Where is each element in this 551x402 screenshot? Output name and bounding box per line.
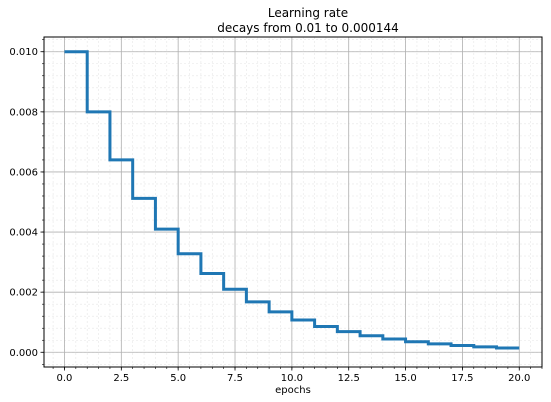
y-tick-label: 0.010 [9, 47, 38, 58]
lr-point [245, 300, 248, 303]
x-tick-label: 7.5 [227, 373, 243, 384]
x-axis-label: epochs [275, 385, 311, 396]
lr-point [199, 272, 202, 275]
x-tick-label: 2.5 [113, 373, 129, 384]
x-tick-label: 20.0 [508, 373, 530, 384]
lr-point [177, 252, 180, 255]
lr-point [131, 197, 134, 200]
axis-ticks [40, 39, 543, 371]
lr-point [472, 345, 475, 348]
y-tick-label: 0.006 [9, 167, 38, 178]
lr-point [108, 158, 111, 161]
chart-subtitle: decays from 0.01 to 0.000144 [217, 21, 399, 35]
lr-point [268, 310, 271, 313]
y-tick-label: 0.004 [9, 228, 38, 239]
y-tick-label: 0.008 [9, 107, 38, 118]
lr-point [313, 325, 316, 328]
lr-step-line [64, 50, 520, 350]
chart-title: Learning rate [268, 6, 348, 20]
plot-area-frame [43, 36, 543, 368]
series-layer [63, 50, 521, 350]
x-tick-label: 15.0 [394, 373, 416, 384]
lr-point [404, 340, 407, 343]
lr-point [290, 319, 293, 322]
lr-point [427, 342, 430, 345]
x-tick-label: 10.0 [281, 373, 303, 384]
x-tick-label: 17.5 [451, 373, 473, 384]
lr-point [450, 344, 453, 347]
lr-point [381, 338, 384, 341]
x-tick-label: 0.0 [57, 373, 73, 384]
lr-point [63, 50, 66, 53]
lr-point [336, 330, 339, 333]
lr-point [518, 346, 521, 349]
x-tick-labels: 0.0 2.5 5.0 7.5 10.0 12.5 15.0 17.5 20.0 [57, 373, 531, 384]
y-tick-label: 0.002 [9, 288, 38, 299]
lr-point [154, 228, 157, 231]
lr-point [86, 110, 89, 113]
lr-point [359, 334, 362, 337]
lr-point [495, 346, 498, 349]
y-tick-label: 0.000 [9, 348, 38, 359]
lr-point [222, 288, 225, 291]
x-tick-label: 12.5 [338, 373, 360, 384]
y-tick-labels: 0.000 0.002 0.004 0.006 0.008 0.010 [9, 47, 38, 359]
x-tick-label: 5.0 [170, 373, 186, 384]
